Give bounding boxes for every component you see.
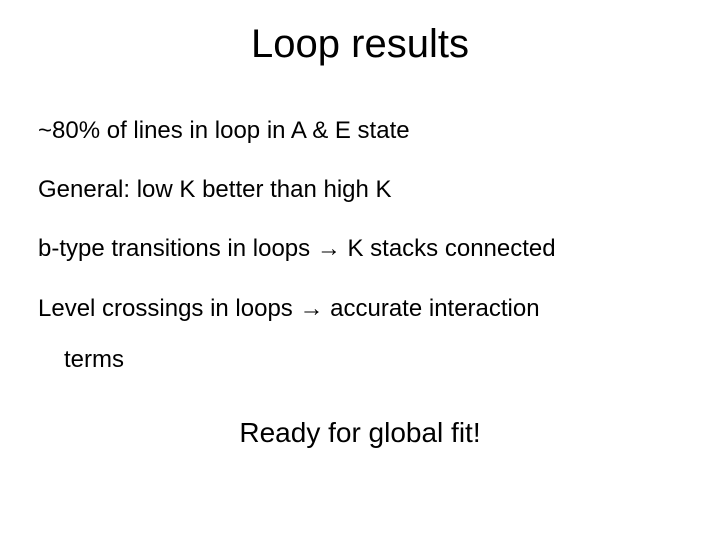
bullet-3-after: K stacks connected	[341, 235, 556, 262]
bullet-1: ~80% of lines in loop in A & E state	[38, 115, 682, 146]
slide-body: ~80% of lines in loop in A & E state Gen…	[0, 115, 720, 375]
bullet-3: b-type transitions in loops → K stacks c…	[38, 233, 682, 264]
arrow-icon: →	[317, 233, 341, 264]
bullet-1-text: ~80% of lines in loop in A & E state	[38, 117, 410, 144]
bullet-2-text: General: low K better than high K	[38, 176, 392, 203]
bullet-3-before: b-type transitions in loops	[38, 235, 317, 262]
arrow-icon: →	[299, 293, 323, 324]
bullet-4-after: accurate interaction	[323, 295, 539, 322]
bullet-2: General: low K better than high K	[38, 174, 682, 205]
closing-line: Ready for global fit!	[0, 417, 720, 449]
slide-container: Loop results ~80% of lines in loop in A …	[0, 22, 720, 540]
bullet-4-continuation: terms	[38, 344, 682, 375]
slide-title: Loop results	[0, 22, 720, 67]
bullet-4-before: Level crossings in loops	[38, 295, 299, 322]
bullet-4: Level crossings in loops → accurate inte…	[38, 293, 682, 324]
